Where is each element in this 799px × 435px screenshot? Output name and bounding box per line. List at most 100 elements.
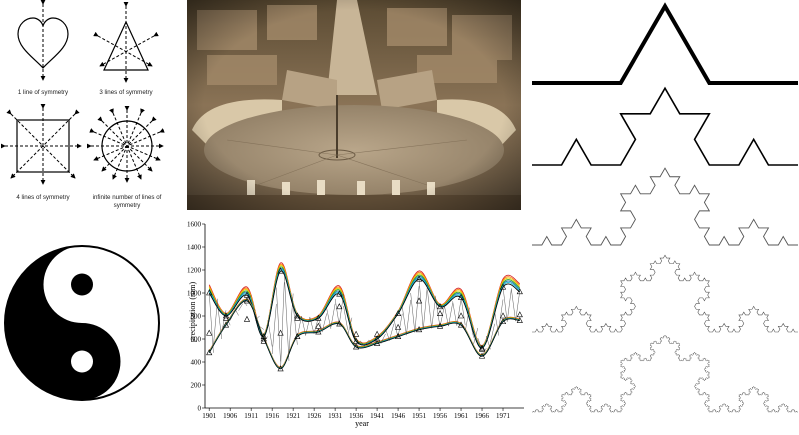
upper-point (478, 344, 486, 351)
y-tick-label: 800 (191, 313, 202, 321)
lower-point (516, 316, 523, 323)
upper-point (353, 337, 360, 344)
caption-three-lines: 3 lines of symmetry (99, 89, 153, 96)
connector-line (360, 340, 365, 347)
y-tick-label: 1200 (187, 267, 202, 275)
connector-line (238, 303, 243, 311)
upper-point (336, 290, 343, 297)
lower-point (499, 318, 507, 325)
y-tick-label: 1400 (187, 244, 202, 252)
connector-line (259, 326, 264, 330)
connector-line (305, 316, 311, 335)
koch-iteration-4 (532, 254, 798, 333)
x-tick-label: 1966 (475, 412, 490, 420)
x-tick-label: 1971 (496, 412, 511, 420)
koch-iteration-5 (532, 334, 798, 413)
y-tick-label: 0 (198, 405, 202, 413)
connector-line (217, 304, 222, 340)
observed-point (315, 322, 322, 329)
upper-point (415, 275, 423, 282)
y-tick-label: 400 (191, 359, 202, 367)
upper-point (394, 310, 402, 316)
lower-point (336, 320, 343, 327)
upper-point (499, 283, 507, 290)
connector-line (330, 303, 336, 328)
x-tick-label: 1941 (370, 412, 385, 420)
observed-point (243, 315, 251, 322)
lower-point (353, 343, 360, 350)
connector-line (406, 299, 411, 334)
connector-line (213, 298, 218, 346)
connector-line (246, 295, 252, 302)
connector-line (292, 304, 298, 345)
photo-illustration (187, 0, 521, 210)
upper-point (277, 267, 284, 274)
connector-line (486, 335, 491, 350)
x-tick-label: 1901 (202, 412, 217, 420)
connector-line (460, 297, 466, 326)
observed-point (415, 297, 423, 304)
x-tick-label: 1916 (265, 412, 280, 420)
connector-line (322, 313, 327, 331)
x-tick-label: 1956 (433, 412, 448, 420)
connector-line (494, 311, 500, 336)
lower-envelope-line (208, 300, 520, 369)
upper-point (315, 314, 322, 321)
koch-iteration-2 (532, 86, 798, 166)
lower-point (457, 321, 465, 328)
x-tick-label: 1951 (412, 412, 427, 420)
lower-point (277, 365, 284, 372)
y-tick-label: 1600 (187, 221, 202, 229)
connector-line (414, 286, 420, 332)
connector-line (381, 333, 386, 343)
y-tick-label: 600 (191, 336, 202, 344)
lower-point (222, 321, 230, 328)
x-tick-label: 1926 (307, 412, 322, 420)
connector-line (456, 299, 462, 326)
upper-point (260, 333, 267, 339)
upper-point (206, 289, 213, 296)
connector-line (498, 299, 504, 329)
connector-line (444, 304, 449, 327)
upper-point (243, 291, 251, 298)
connector-line (448, 303, 453, 326)
lower-point (415, 326, 423, 333)
connector-line (515, 290, 521, 321)
connector-line (334, 298, 340, 326)
observed-point (206, 329, 213, 336)
lower-point (315, 328, 322, 335)
connector-line (397, 313, 403, 337)
yin-yang-symbol (4, 245, 160, 401)
connector-line (255, 315, 260, 321)
lower-point (436, 322, 444, 329)
lower-point (373, 339, 381, 346)
connector-line (343, 305, 348, 330)
heart-shape (17, 0, 69, 81)
connector-line (280, 271, 285, 369)
yin-yang-panel (0, 220, 185, 430)
upper-point (222, 312, 230, 319)
lower-envelope-line (208, 300, 520, 370)
x-tick-label: 1911 (244, 412, 258, 420)
connector-line (469, 317, 474, 338)
y-axis-label: precipitation (mm) (188, 282, 197, 343)
precipitation-chart: 0 200 400 600 800 1000 1200 1400 1600 1901 1906 19… (187, 212, 529, 430)
connector-line (355, 341, 361, 348)
caption-one-line: 1 line of symmetry (18, 89, 69, 96)
upper-envelope-line (208, 265, 521, 347)
observed-point (336, 303, 343, 310)
connector-line (288, 293, 294, 353)
observed-point (394, 323, 402, 330)
connector-line (208, 292, 214, 353)
lower-envelope-line (208, 299, 520, 368)
connector-line (251, 305, 256, 311)
observed-point (457, 312, 465, 319)
connector-line (439, 306, 445, 327)
connector-line (309, 317, 315, 334)
lower-point (478, 352, 486, 359)
lower-envelope-line (208, 300, 520, 370)
symmetry-panel: 1 line of symmetry 3 lines of symmetry 4… (0, 0, 185, 215)
connector-line (465, 307, 470, 332)
x-tick-label: 1931 (328, 412, 343, 420)
observed-point (277, 329, 284, 336)
